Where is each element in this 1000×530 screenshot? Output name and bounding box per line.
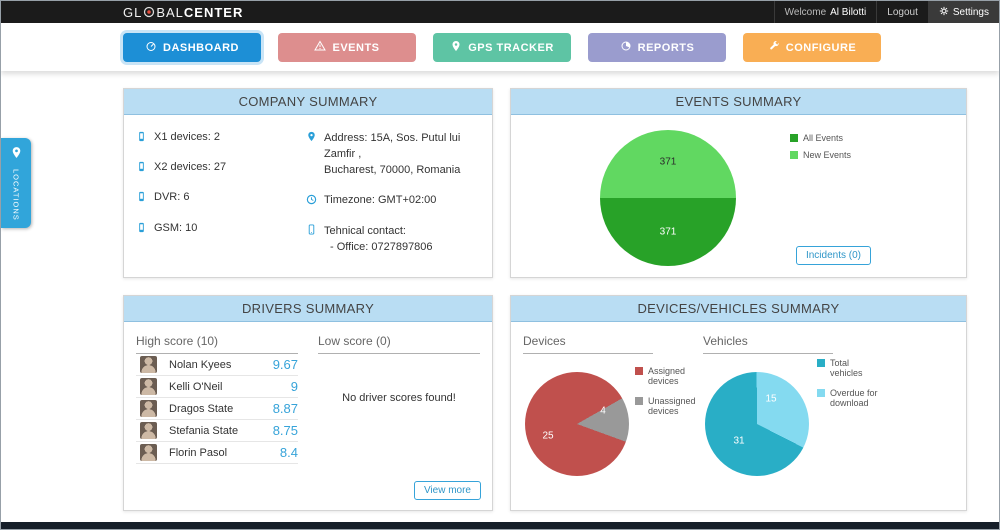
driver-row: Stefania State 8.75	[136, 420, 298, 442]
driver-score: 9.67	[272, 357, 298, 372]
legend-item-overdue-download[interactable]: Overdue for download	[817, 388, 878, 409]
driver-score: 8.4	[279, 445, 298, 460]
driver-score: 8.87	[272, 401, 298, 416]
pie-slice-label: 4	[600, 405, 606, 417]
driver-row: Dragos State 8.87	[136, 398, 298, 420]
footer-bar	[1, 522, 999, 529]
events-pie-chart: 371 371	[600, 130, 736, 266]
mobile-icon	[136, 191, 147, 206]
events-summary-title: EVENTS SUMMARY	[511, 89, 966, 115]
wrench-icon	[768, 40, 780, 55]
pie-slice-label: 31	[733, 435, 745, 447]
map-pin-icon	[450, 40, 462, 55]
devices-pie-chart: 25 4	[525, 372, 629, 476]
no-driver-scores-message: No driver scores found!	[342, 392, 456, 404]
mobile-icon	[136, 222, 147, 237]
legend-swatch	[817, 359, 825, 367]
legend-item-assigned-devices[interactable]: Assigned devices	[635, 366, 696, 387]
logo-text-left: GL	[123, 4, 143, 20]
welcome-text: Welcome Al Bilotti	[773, 1, 877, 23]
logout-link[interactable]: Logout	[876, 1, 928, 23]
driver-score: 8.75	[272, 423, 298, 438]
legend-swatch	[635, 396, 643, 405]
mobile-icon	[136, 161, 147, 176]
main-nav: DASHBOARD EVENTS GPS TRACKER REPORTS CON…	[1, 23, 999, 71]
devices-legend: Assigned devices Unassigned devices	[635, 366, 696, 416]
vehicles-pie-chart: 31 15	[705, 372, 809, 476]
driver-avatar	[140, 378, 157, 395]
device-count-row: X2 devices: 27	[136, 161, 306, 176]
events-summary-panel: EVENTS SUMMARY 371 371 All Events New Ev…	[510, 88, 967, 278]
company-summary-panel: COMPANY SUMMARY X1 devices: 2 X2 devices…	[123, 88, 493, 278]
driver-avatar	[140, 400, 157, 417]
drivers-summary-panel: DRIVERS SUMMARY High score (10) Nolan Ky…	[123, 295, 493, 511]
company-timezone: Timezone: GMT+02:00	[306, 194, 482, 209]
gauge-icon	[145, 40, 157, 55]
device-count-row: GSM: 10	[136, 222, 306, 237]
legend-swatch	[790, 134, 798, 142]
map-pin-icon	[10, 146, 23, 164]
view-more-button[interactable]: View more	[413, 481, 481, 500]
gear-icon	[939, 6, 949, 19]
nav-tab-configure[interactable]: CONFIGURE	[743, 33, 881, 62]
legend-swatch	[790, 151, 798, 160]
legend-swatch	[635, 367, 643, 375]
locations-tab-label: LOCATIONS	[11, 169, 21, 221]
logo-text-bold: CENTER	[183, 4, 244, 20]
clock-icon	[306, 194, 317, 209]
pie-slice-label: 371	[659, 156, 677, 168]
pie-slice-label: 15	[765, 393, 777, 405]
low-score-heading: Low score (0)	[318, 330, 480, 354]
legend-item-total-vehicles[interactable]: Total vehicles	[817, 358, 878, 379]
app-logo: GL BAL CENTER	[123, 5, 243, 20]
pie-chart	[525, 372, 629, 476]
nav-tab-reports[interactable]: REPORTS	[588, 33, 726, 62]
locations-side-tab[interactable]: LOCATIONS	[1, 138, 31, 228]
legend-item-all-events[interactable]: All Events	[790, 133, 851, 143]
mobile-icon	[306, 224, 317, 239]
driver-score: 9	[290, 379, 298, 394]
logo-text-mid: BAL	[156, 4, 184, 20]
pie-chart	[705, 372, 809, 476]
mobile-icon	[136, 131, 147, 146]
globe-icon	[143, 6, 155, 18]
legend-swatch	[817, 388, 825, 397]
legend-item-new-events[interactable]: New Events	[790, 150, 851, 160]
devices-vehicles-title: DEVICES/VEHICLES SUMMARY	[511, 296, 966, 322]
high-score-heading: High score (10)	[136, 330, 298, 354]
device-count-row: DVR: 6	[136, 191, 306, 206]
driver-avatar	[140, 444, 157, 461]
driver-row: Nolan Kyees 9.67	[136, 354, 298, 376]
map-marker-icon	[306, 131, 317, 146]
device-count-row: X1 devices: 2	[136, 131, 306, 146]
devices-vehicles-summary-panel: DEVICES/VEHICLES SUMMARY Devices Vehicle…	[510, 295, 967, 511]
driver-avatar	[140, 422, 157, 439]
pie-slice-label: 25	[542, 430, 554, 442]
events-legend: All Events New Events	[790, 133, 851, 161]
company-summary-title: COMPANY SUMMARY	[124, 89, 492, 115]
nav-tab-dashboard[interactable]: DASHBOARD	[123, 33, 261, 62]
driver-row: Florin Pasol 8.4	[136, 442, 298, 464]
pie-slice-label: 371	[659, 226, 677, 238]
pie-chart	[600, 130, 736, 266]
warning-icon	[314, 40, 327, 55]
user-name: Al Bilotti	[830, 6, 867, 18]
topbar: GL BAL CENTER Welcome Al Bilotti Logout S…	[1, 1, 999, 23]
vehicles-subheading: Vehicles	[703, 334, 833, 354]
pie-icon	[620, 40, 632, 55]
drivers-summary-title: DRIVERS SUMMARY	[124, 296, 492, 322]
legend-item-unassigned-devices[interactable]: Unassigned devices	[635, 396, 696, 417]
nav-tab-gps-tracker[interactable]: GPS TRACKER	[433, 33, 571, 62]
company-address: Address: 15A, Sos. Putul lui Zamfir , Buc…	[306, 131, 482, 179]
driver-row: Kelli O'Neil 9	[136, 376, 298, 398]
devices-subheading: Devices	[523, 334, 653, 354]
company-contact: Tehnical contact: - Office: 0727897806	[306, 224, 482, 256]
vehicles-legend: Total vehicles Overdue for download	[817, 358, 878, 408]
driver-avatar	[140, 356, 157, 373]
incidents-button[interactable]: Incidents (0)	[795, 246, 871, 265]
nav-tab-events[interactable]: EVENTS	[278, 33, 416, 62]
settings-button[interactable]: Settings	[927, 1, 999, 23]
